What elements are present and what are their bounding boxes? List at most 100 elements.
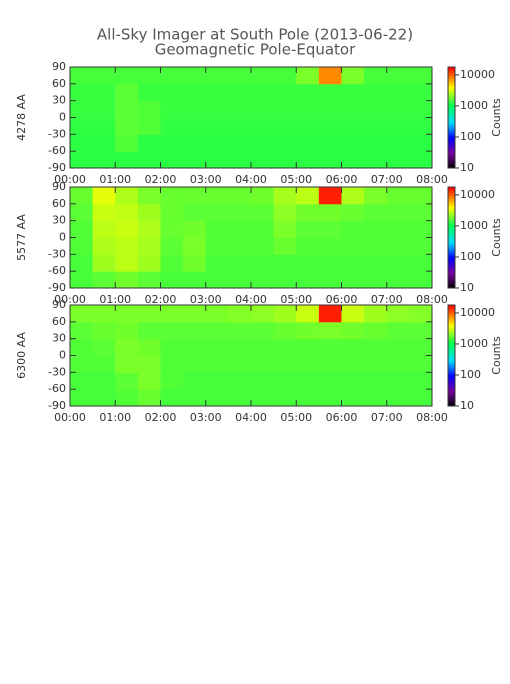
heat-cell <box>160 355 184 373</box>
colorbar-segment <box>448 286 455 289</box>
colorbar-segment <box>448 320 455 323</box>
colorbar-segment <box>448 247 455 250</box>
colorbar-segment <box>448 330 455 333</box>
colorbar-segment <box>448 380 455 383</box>
heat-cell <box>409 237 433 255</box>
heat-cell <box>228 220 252 238</box>
colorbar-segment <box>448 129 455 132</box>
heat-cell <box>296 220 320 238</box>
colorbar-segment <box>448 328 455 331</box>
heat-cell <box>160 117 184 135</box>
colorbar-segment <box>448 390 455 394</box>
heat-cell <box>341 321 365 340</box>
heat-cell <box>318 355 342 373</box>
colorbar-segment <box>448 78 455 81</box>
x-tick-label: 05:00 <box>280 293 312 306</box>
heat-cell <box>160 151 184 169</box>
heat-cell <box>364 220 388 238</box>
heat-cell <box>92 83 116 102</box>
colorbar-segment <box>448 375 455 378</box>
heat-cell <box>318 389 342 407</box>
heat-cell <box>183 203 207 222</box>
heat-cell <box>251 187 275 205</box>
colorbar-segment <box>448 147 455 150</box>
heat-cell <box>386 271 410 289</box>
colorbar-segment <box>448 197 455 200</box>
heat-cell <box>409 271 433 289</box>
y-tick-label: -60 <box>48 382 66 395</box>
colorbar-segment <box>448 127 455 130</box>
heat-cell <box>273 305 297 323</box>
colorbar-segment <box>448 261 455 264</box>
colorbar-segment <box>448 152 455 156</box>
y-tick-label: -30 <box>48 247 66 260</box>
y-tick-label: 30 <box>52 214 66 227</box>
heat-cell <box>183 151 207 169</box>
colorbar-segment <box>448 385 455 388</box>
heat-cell <box>183 237 207 255</box>
colorbar-segment <box>448 187 455 190</box>
y-tick-label: 0 <box>59 349 66 362</box>
heat-cell <box>160 220 184 238</box>
colorbar-segment <box>448 342 455 345</box>
heat-cell <box>70 389 94 407</box>
colorbar-segment <box>448 87 455 90</box>
y-tick-label: 90 <box>52 60 66 73</box>
heat-cell <box>273 254 297 272</box>
heat-cell <box>228 237 252 255</box>
colorbar-segment <box>448 166 455 169</box>
colorbar-segment <box>448 230 455 233</box>
heat-cell <box>115 151 139 169</box>
heat-cell <box>160 271 184 289</box>
heat-cell <box>364 100 388 118</box>
colorbar-segment <box>448 192 455 195</box>
heat-cell <box>92 321 116 340</box>
colorbar-segment <box>448 109 455 112</box>
colorbar-segment <box>448 279 455 282</box>
colorbar-segment <box>448 157 455 161</box>
colorbar-segment <box>448 271 455 274</box>
heat-cell <box>296 254 320 272</box>
heat-cell <box>137 389 161 407</box>
heat-cell <box>183 271 207 289</box>
heat-cell <box>296 305 320 323</box>
colorbar-segment <box>448 137 455 140</box>
heat-cell <box>364 151 388 169</box>
heat-cell <box>115 67 139 85</box>
heat-cell <box>137 321 161 340</box>
colorbar-segment <box>448 105 455 108</box>
heat-cell <box>70 271 94 289</box>
colorbar-segment <box>448 267 455 270</box>
heat-cell <box>386 151 410 169</box>
heat-cell <box>318 338 342 356</box>
heat-cell <box>183 117 207 135</box>
heat-cell <box>160 134 184 152</box>
heat-cell <box>228 372 252 390</box>
heat-cell <box>341 372 365 390</box>
heat-cell <box>341 237 365 255</box>
colorbar-segment <box>448 67 455 70</box>
heat-cell <box>409 338 433 356</box>
heat-cell <box>205 83 229 102</box>
colorbar-segment <box>448 392 455 395</box>
colorbar-segment <box>448 254 455 257</box>
heat-cell <box>273 220 297 238</box>
heat-cell <box>296 187 320 205</box>
heat-cell <box>183 100 207 118</box>
colorbar-segment <box>448 321 455 325</box>
heat-cell <box>386 83 410 102</box>
colorbar-segment <box>448 237 455 240</box>
colorbar-segment <box>448 208 455 212</box>
heat-cell <box>409 305 433 323</box>
heat-cell <box>273 83 297 102</box>
heat-cell <box>205 203 229 222</box>
y-tick-label: 30 <box>52 332 66 345</box>
colorbar-segment <box>448 305 455 308</box>
x-tick-label: 04:00 <box>235 173 267 186</box>
heat-cell <box>115 321 139 340</box>
heat-cell <box>296 67 320 85</box>
heat-cell <box>251 355 275 373</box>
heat-cell <box>205 187 229 205</box>
heat-cell <box>251 203 275 222</box>
x-tick-label: 02:00 <box>145 411 177 424</box>
